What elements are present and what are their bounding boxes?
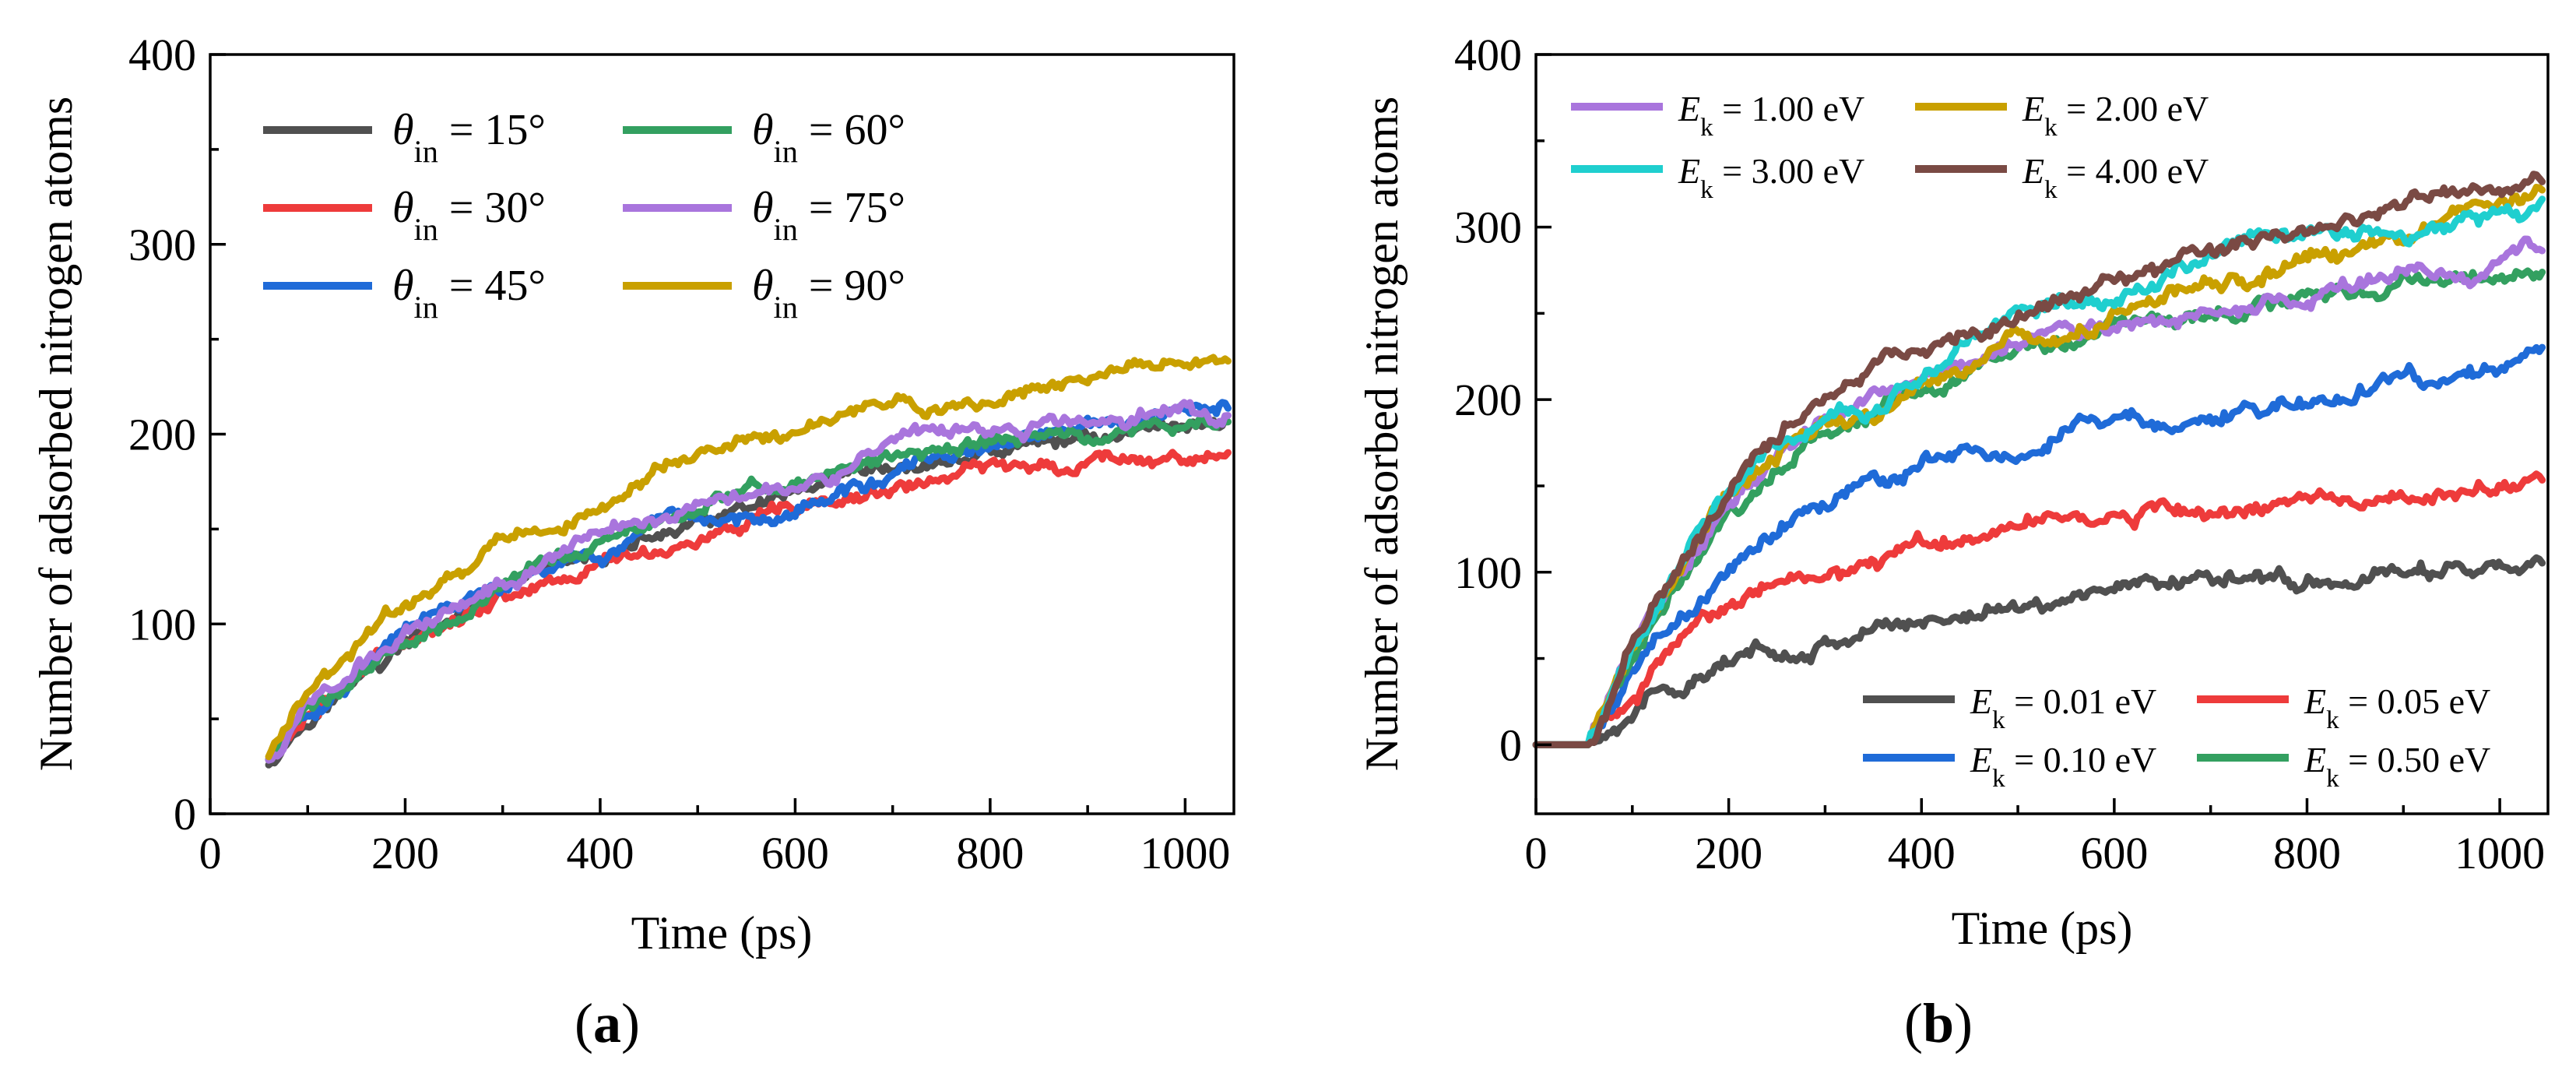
panel-b-series-line [1532,184,2546,748]
panel-b-y-tick-label: 200 [1454,375,1522,425]
panel-a-legend-label: θin = 45° [392,262,546,325]
panel-a-x-axis-title: Time (ps) [631,907,813,959]
panel-b-x-tick-label: 400 [1888,828,1956,878]
panel-a-axis-ticks: 0 200 400 600 800 1000 0 100 200 300 400 [128,30,1230,878]
panel-a-x-tick-label: 200 [371,828,439,878]
panel-a-y-tick-label: 400 [128,30,196,80]
panel-a-chart: 0 200 400 600 800 1000 0 100 200 300 400 θin = 15°… [30,30,1235,1054]
panel-a-legend-label: θin = 30° [392,184,546,247]
panel-a-x-tick-label: 400 [566,828,634,878]
panel-b-legend-label: Ek = 0.10 eV [1970,740,2156,793]
panel-a-y-tick-label: 100 [128,599,196,649]
panel-b-series-line [1532,554,2546,748]
panel-a-x-tick-label: 600 [761,828,829,878]
panel-a-y-axis-title: Number of adsorbed nitrogen atoms [30,97,82,771]
panel-b-x-axis-title: Time (ps) [1952,903,2133,954]
panel-b-axis-ticks: 0 200 400 600 800 1000 0 100 200 300 400 [1454,30,2545,878]
panel-b-y-axis-title: Number of adsorbed nitrogen atoms [1356,97,1407,771]
panel-b-x-tick-label: 600 [2080,828,2148,878]
panel-b-y-tick-label: 100 [1454,547,1522,598]
panel-a-x-tick-label: 1000 [1140,828,1230,878]
panel-a-series-layer [265,354,1232,769]
panel-b-legend-label: Ek = 2.00 eV [2022,89,2209,142]
panel-a-legend-label: θin = 15° [392,106,546,169]
panel-a-y-tick-label: 0 [174,789,196,839]
panel-b-x-tick-label: 1000 [2455,828,2545,878]
panel-a-series-line [265,416,1232,769]
panel-b-x-tick-label: 200 [1695,828,1762,878]
panel-b-y-tick-label: 400 [1454,30,1522,80]
panel-a-series-line [265,414,1232,764]
panel-b-label: (b) [1904,992,1973,1054]
panel-b-legend-label: Ek = 0.05 eV [2304,681,2490,734]
panel-b-x-tick-label: 800 [2273,828,2341,878]
panel-b-chart: 0 200 400 600 800 1000 0 100 200 300 400 Ek = 1.00… [1356,30,2550,1054]
panel-b-series-line [1532,343,2546,748]
panel-a-x-tick-label: 800 [956,828,1024,878]
panel-a-y-tick-label: 200 [128,410,196,460]
panel-a-x-tick-label: 0 [199,828,222,878]
panel-b-legend-label: Ek = 0.50 eV [2304,740,2490,793]
panel-a-label: (a) [575,992,640,1054]
panel-b-x-tick-label: 0 [1525,828,1548,878]
panel-b-series-layer [1532,171,2546,748]
panel-b-legend-label: Ek = 1.00 eV [1678,89,1864,142]
panel-b-series-line [1532,171,2546,748]
panel-a-legend-label: θin = 60° [752,106,905,169]
panel-b-legend-label: Ek = 3.00 eV [1678,151,1864,204]
panel-b-series-line [1532,235,2546,748]
panel-b-legend-label: Ek = 0.01 eV [1970,681,2156,734]
panel-a-series-line [265,399,1232,764]
panel-b-series-line [1532,470,2546,748]
panel-a-legend-label: θin = 75° [752,184,905,247]
panel-b-y-tick-label: 0 [1499,720,1522,770]
panel-a-series-line [265,354,1232,761]
panel-b-y-tick-label: 300 [1454,202,1522,253]
panel-b-plot-frame [1534,53,2550,815]
panel-b-legend-label: Ek = 4.00 eV [2022,151,2209,204]
panel-a-legend-label: θin = 90° [752,262,905,325]
panel-a-legend: θin = 15° θin = 30° θin = 45° θin = 60° θin … [263,106,905,325]
panel-a-series-line [265,399,1232,763]
panel-a-y-tick-label: 300 [128,220,196,270]
panel-b-legend: Ek = 1.00 eV Ek = 2.00 eV Ek = 3.00 eV Ek =… [1571,89,2490,793]
